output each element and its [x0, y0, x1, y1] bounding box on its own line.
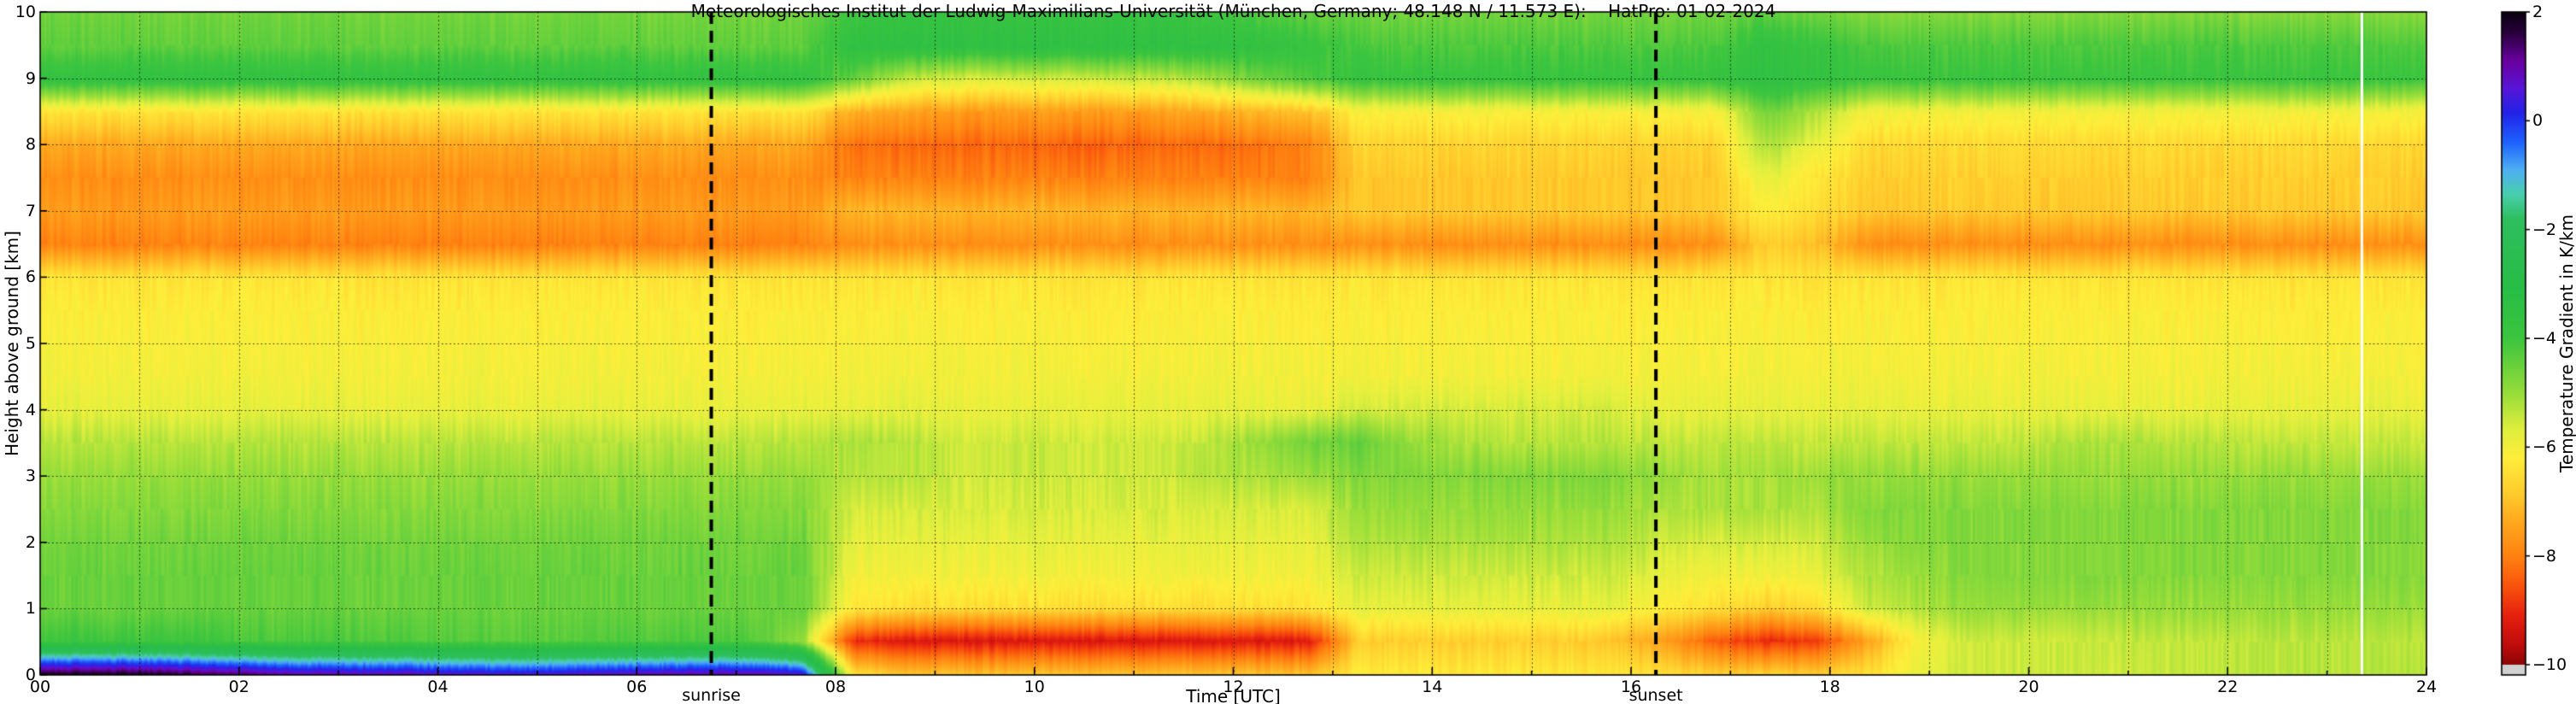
colorbar-tick-labels-item: −8	[2532, 546, 2557, 566]
colorbar-tick-labels-item: −10	[2532, 655, 2567, 674]
x-axis-label: Time [UTC]	[1186, 686, 1281, 704]
y-tick-labels-item: 5	[25, 334, 36, 353]
y-tick-labels-item: 1	[25, 599, 36, 619]
x-tick-labels-item: 06	[626, 678, 648, 696]
colorbar-tick-labels-item: −6	[2532, 437, 2557, 457]
colorbar-tick-labels-item: 0	[2532, 111, 2544, 131]
y-tick-labels-item: 3	[25, 466, 36, 486]
colorbar-tick-labels-item: 2	[2532, 3, 2544, 21]
x-tick-labels-item: 12	[1223, 678, 1244, 696]
x-tick-labels-item: 14	[1422, 678, 1443, 696]
y-tick-labels-item: 10	[15, 3, 36, 21]
x-tick-labels-item: 20	[2018, 678, 2039, 696]
y-tick-labels-item: 7	[25, 201, 36, 220]
y-tick-labels-item: 8	[25, 135, 36, 155]
x-tick-labels-item: 22	[2217, 678, 2239, 696]
y-tick-labels-item: 0	[25, 666, 36, 684]
x-tick-labels-item: 04	[427, 678, 449, 696]
x-tick-labels-item: 00	[29, 678, 51, 696]
y-tick-labels-item: 9	[25, 68, 36, 88]
plot-title: Meteorologisches Institut der Ludwig-Max…	[690, 1, 1776, 21]
y-tick-labels-item: 6	[25, 267, 36, 287]
y-tick-labels-item: 2	[25, 532, 36, 552]
x-tick-labels-item: 16	[1620, 678, 1642, 696]
x-tick-labels-item: 08	[824, 678, 847, 696]
colorbar-tick-labels-item: −4	[2532, 329, 2557, 348]
colorbar-tick-labels-item: −2	[2532, 220, 2557, 239]
sunset-label: sunset	[1628, 686, 1683, 704]
x-tick-labels-item: 24	[2415, 678, 2438, 696]
x-tick-labels-item: 02	[228, 678, 249, 696]
x-tick-labels-item: 18	[1819, 678, 1840, 696]
sunrise-label: sunrise	[682, 686, 741, 704]
y-tick-labels-item: 4	[25, 400, 36, 419]
x-tick-labels-item: 10	[1024, 678, 1045, 696]
